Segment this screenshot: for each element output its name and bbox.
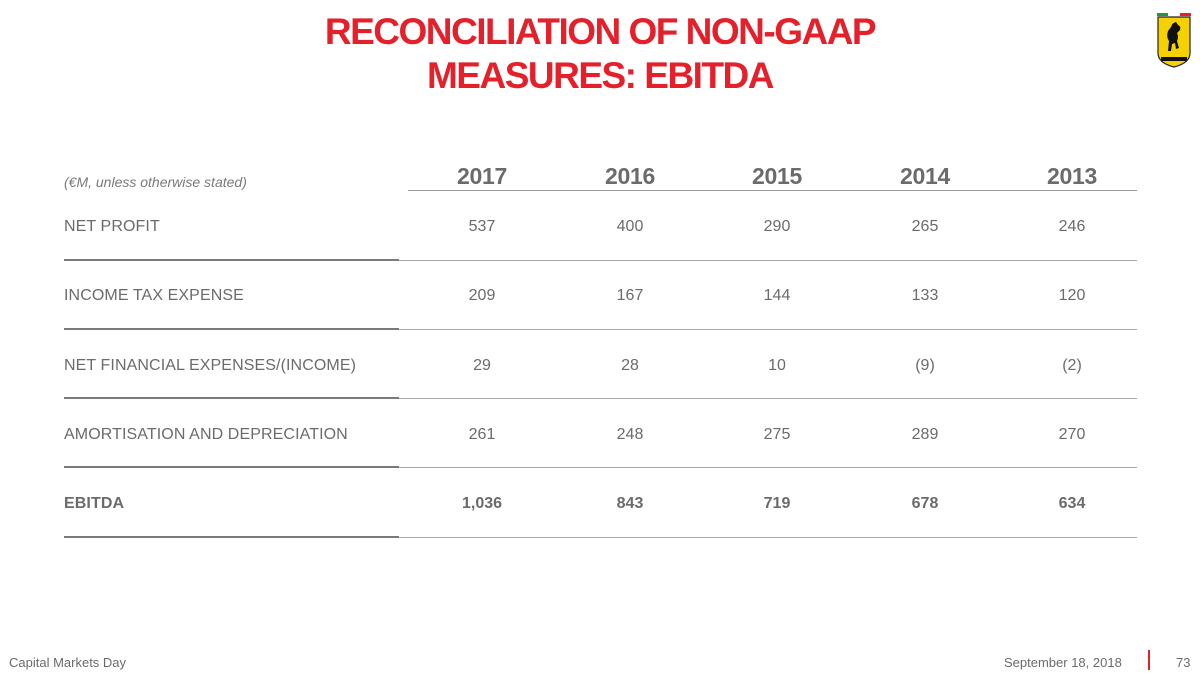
table-cell: 275 <box>763 426 791 443</box>
table-cell: 28 <box>621 357 639 374</box>
table-cell: 261 <box>468 426 496 443</box>
page-number: 73 <box>1176 655 1191 670</box>
row-divider <box>399 398 1137 399</box>
row-divider <box>64 397 399 399</box>
table-cell-total: 634 <box>1058 495 1086 512</box>
row-label-net-financial-expenses: NET FINANCIAL EXPENSES/(INCOME) <box>64 357 357 374</box>
table-cell: 29 <box>473 357 491 374</box>
table-cell: 289 <box>911 426 939 443</box>
title-line-1: RECONCILIATION OF NON-GAAP <box>324 11 877 52</box>
footer-event-name: Capital Markets Day <box>9 655 127 670</box>
row-divider <box>64 536 399 538</box>
table-cell-total: 678 <box>911 495 939 512</box>
row-divider <box>64 466 399 468</box>
table-cell: 248 <box>616 426 644 443</box>
table-cell-total: 843 <box>616 495 644 512</box>
table-cell: 120 <box>1058 287 1086 304</box>
page-title: RECONCILIATION OF NON-GAAP MEASURES: EBI… <box>200 10 1000 98</box>
table-cell: 209 <box>468 287 496 304</box>
row-label-income-tax-expense: INCOME TAX EXPENSE <box>64 287 244 304</box>
footer-date: September 18, 2018 <box>1004 655 1122 670</box>
year-header: 2015 <box>752 163 802 189</box>
table-cell: 133 <box>911 287 939 304</box>
table-cell: 144 <box>763 287 791 304</box>
row-divider <box>64 328 399 330</box>
table-cell-total: 719 <box>763 495 791 512</box>
table-cell: 167 <box>616 287 644 304</box>
year-header: 2014 <box>900 163 950 189</box>
table-cell: 290 <box>763 218 791 235</box>
header-divider <box>408 190 1137 191</box>
year-header: 2013 <box>1047 163 1097 189</box>
title-line-2: MEASURES: EBITDA <box>426 55 775 96</box>
row-divider <box>399 329 1137 330</box>
footer-separator <box>1148 650 1150 670</box>
row-divider <box>399 260 1137 261</box>
table-cell: 537 <box>468 218 496 235</box>
row-label-ebitda: EBITDA <box>64 495 125 512</box>
table-cell-total: 1,036 <box>461 495 503 512</box>
year-header: 2016 <box>605 163 655 189</box>
table-cell: (2) <box>1062 357 1082 374</box>
table-cell: 246 <box>1058 218 1086 235</box>
table-cell: (9) <box>915 357 935 374</box>
ferrari-logo-icon <box>1157 13 1191 68</box>
table-cell: 270 <box>1058 426 1086 443</box>
table-cell: 265 <box>911 218 939 235</box>
year-header: 2017 <box>457 163 507 189</box>
table-cell: 10 <box>768 357 786 374</box>
table-cell: 400 <box>616 218 644 235</box>
row-label-net-profit: NET PROFIT <box>64 218 160 235</box>
row-divider <box>399 467 1137 468</box>
row-divider <box>64 259 399 261</box>
row-label-amortisation-depreciation: AMORTISATION AND DEPRECIATION <box>64 426 348 443</box>
row-divider <box>399 537 1137 538</box>
units-label: (€M, unless otherwise stated) <box>64 174 247 190</box>
